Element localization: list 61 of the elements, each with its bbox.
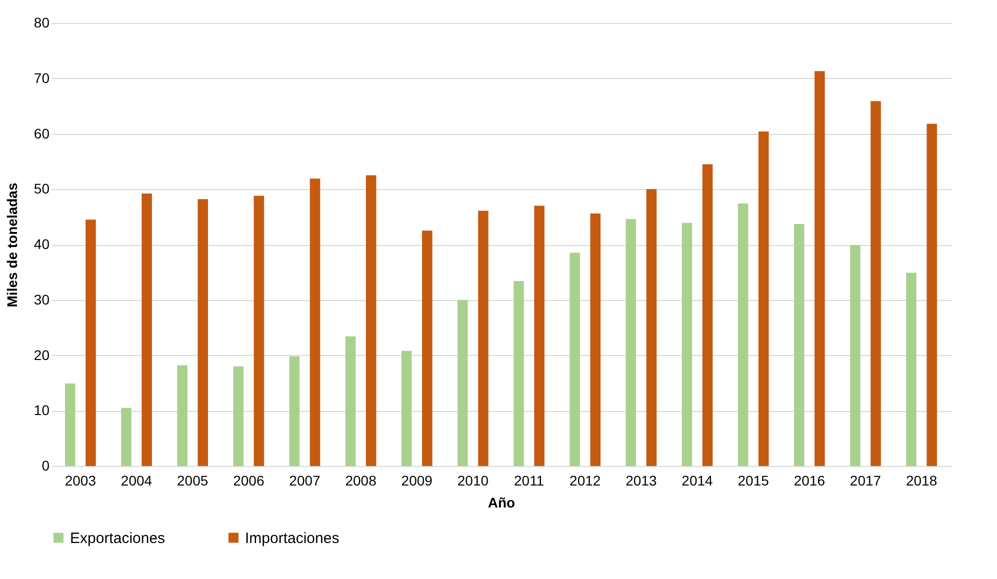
y-tick-label: 10	[34, 402, 50, 418]
x-tick-label: 2004	[120, 472, 152, 488]
bar	[458, 300, 468, 466]
bar	[590, 213, 601, 466]
bar	[738, 204, 748, 466]
bar	[906, 272, 916, 466]
bar	[702, 164, 713, 466]
bar	[814, 71, 825, 466]
x-tick-label: 2015	[738, 472, 770, 488]
bar	[646, 189, 657, 466]
bar	[177, 365, 188, 466]
bar	[570, 252, 580, 466]
x-tick-label: 2013	[626, 472, 657, 488]
y-tick-label: 20	[34, 346, 50, 363]
x-tick-label: 2016	[794, 472, 826, 488]
bar	[794, 224, 804, 466]
bar	[850, 245, 860, 466]
x-tick-label: 2018	[906, 472, 938, 488]
bar	[926, 124, 937, 466]
bar	[254, 196, 264, 466]
bar	[345, 336, 356, 466]
y-tick-label: 60	[34, 125, 50, 142]
bar	[289, 356, 300, 466]
x-tick-label: 2008	[345, 472, 377, 488]
bar	[870, 101, 881, 466]
y-tick-label: 80	[34, 14, 50, 30]
bar	[142, 194, 152, 466]
x-tick-label: 2003	[64, 472, 96, 488]
x-tick-label: 2010	[457, 472, 489, 488]
y-tick-label: 30	[34, 291, 50, 308]
bar	[86, 220, 96, 466]
x-tick-label: 2017	[850, 472, 882, 488]
bar	[65, 383, 76, 466]
bar	[198, 199, 208, 466]
bar	[233, 366, 244, 466]
bar	[626, 219, 636, 466]
bar	[310, 178, 320, 466]
bar	[514, 281, 524, 466]
x-tick-label: 2014	[682, 472, 714, 488]
x-axis-title: Año	[488, 494, 516, 510]
bar	[682, 222, 692, 466]
x-tick-label: 2006	[233, 472, 264, 488]
y-tick-label: 50	[34, 180, 50, 197]
x-tick-label: 2007	[289, 472, 321, 488]
x-tick-label: 2005	[177, 472, 208, 488]
bar	[758, 132, 769, 466]
bar	[401, 350, 412, 466]
x-tick-label: 2009	[401, 472, 433, 488]
y-tick-label: 40	[34, 236, 50, 252]
x-tick-label: 2012	[570, 472, 601, 488]
bar	[478, 210, 488, 466]
legend-label: Importaciones	[245, 530, 340, 547]
x-tick-label: 2011	[514, 472, 544, 488]
bar	[366, 175, 376, 466]
y-axis-title: Miles de toneladas	[4, 182, 20, 308]
y-tick-label: 0	[42, 458, 50, 474]
bar	[121, 408, 132, 466]
legend-label: Exportaciones	[70, 530, 166, 547]
bar	[422, 230, 432, 466]
y-tick-label: 70	[34, 70, 50, 86]
bar	[534, 206, 544, 466]
